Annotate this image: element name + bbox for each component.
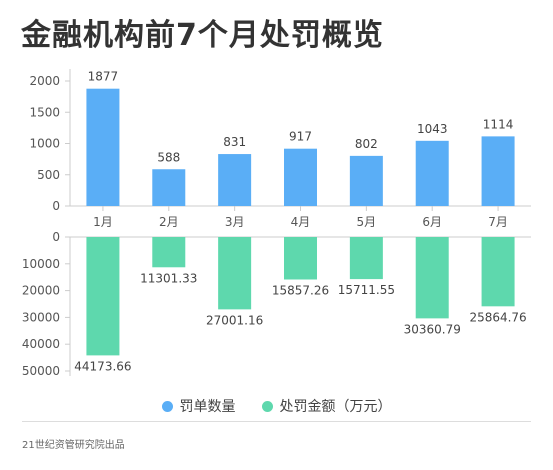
legend-label-count: 罚单数量 <box>179 399 236 415</box>
amount-bar <box>86 237 120 356</box>
upper-y-tick-label: 1000 <box>29 137 60 151</box>
amount-data-label: 25864.76 <box>469 310 526 324</box>
x-tick-label: 4月 <box>291 215 311 229</box>
page-title: 金融机构前7个月处罚概览 <box>21 18 384 53</box>
legend: 罚单数量 处罚金额（万元） <box>0 396 553 416</box>
count-bar <box>152 169 186 206</box>
count-data-label: 917 <box>289 130 312 144</box>
lower-y-tick-label: 10000 <box>22 257 60 271</box>
lower-y-tick-label: 30000 <box>22 310 60 324</box>
count-data-label: 1114 <box>483 117 514 131</box>
count-data-label: 1877 <box>88 70 119 84</box>
amount-bar <box>349 237 383 280</box>
x-tick-label: 1月 <box>93 215 113 229</box>
count-bar <box>284 148 317 206</box>
amount-bar <box>152 237 186 268</box>
upper-y-tick-label: 2000 <box>29 74 60 88</box>
count-data-label: 831 <box>223 135 246 149</box>
lower-y-tick-label: 0 <box>52 230 60 244</box>
x-tick-label: 5月 <box>357 215 377 229</box>
count-bar <box>86 88 120 206</box>
amount-bar <box>284 237 317 280</box>
count-bar <box>218 154 252 206</box>
amount-data-label: 27001.16 <box>206 313 263 327</box>
amount-data-label: 44173.66 <box>74 359 131 373</box>
legend-dot-amount <box>261 400 273 412</box>
legend-dot-count <box>161 400 173 412</box>
amount-data-label: 15857.26 <box>272 283 329 297</box>
upper-y-tick-label: 0 <box>52 199 60 213</box>
count-bar <box>349 155 383 206</box>
lower-y-tick-label: 50000 <box>22 364 60 378</box>
count-data-label: 802 <box>355 137 378 151</box>
legend-label-amount: 处罚金额（万元） <box>279 399 392 415</box>
x-tick-label: 3月 <box>225 215 245 229</box>
count-bar <box>481 136 515 206</box>
amount-data-label: 11301.33 <box>140 271 197 285</box>
amount-bar <box>218 237 252 310</box>
amount-data-label: 15711.55 <box>338 283 395 297</box>
amount-data-label: 30360.79 <box>404 322 461 336</box>
divider <box>22 421 531 422</box>
source-note: 21世纪资管研究院出品 <box>22 440 125 451</box>
x-tick-label: 2月 <box>159 215 179 229</box>
legend-item-count[interactable]: 罚单数量 <box>161 396 236 416</box>
lower-y-tick-label: 20000 <box>22 284 60 298</box>
count-data-label: 588 <box>157 150 180 164</box>
x-tick-label: 6月 <box>422 215 442 229</box>
upper-y-tick-label: 1500 <box>29 105 60 119</box>
chart: 0500100015002000010000200003000040000500… <box>22 69 531 378</box>
lower-y-tick-label: 40000 <box>22 337 60 351</box>
legend-item-amount[interactable]: 处罚金额（万元） <box>261 396 392 416</box>
count-data-label: 1043 <box>417 122 448 136</box>
amount-bar <box>415 237 449 319</box>
count-bar <box>415 140 449 206</box>
upper-y-tick-label: 500 <box>37 168 60 182</box>
amount-bar <box>481 237 515 307</box>
x-tick-label: 7月 <box>488 215 508 229</box>
